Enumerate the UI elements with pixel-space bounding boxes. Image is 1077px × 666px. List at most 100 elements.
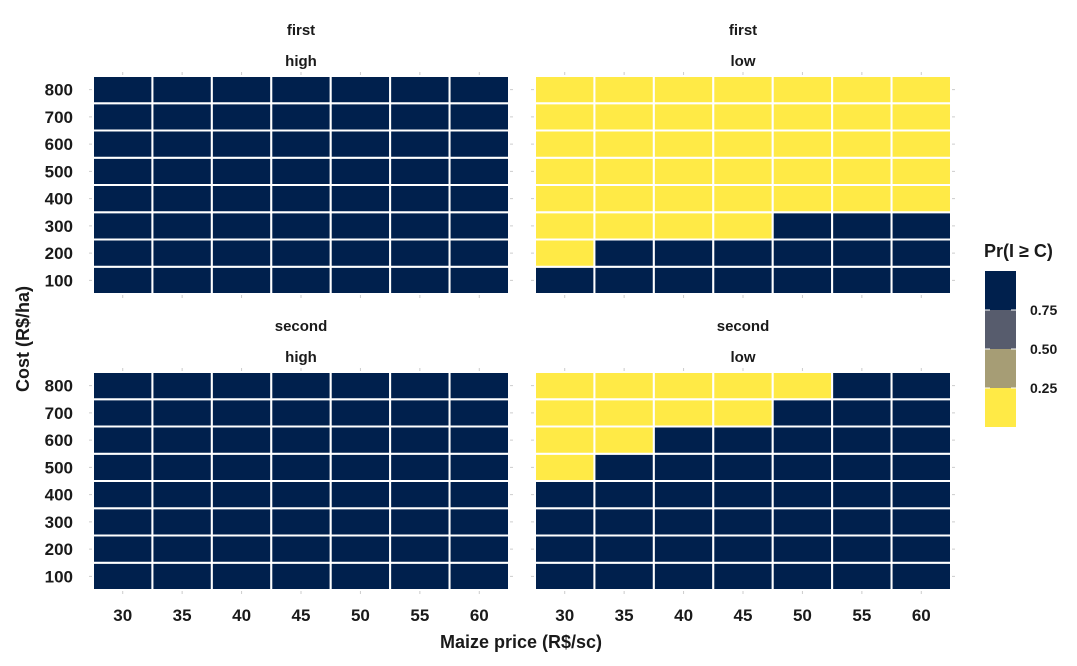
heatmap-cell xyxy=(389,238,451,268)
heatmap-cell xyxy=(593,156,655,186)
heatmap-cell xyxy=(92,561,154,591)
y-tick-label: 200 xyxy=(45,244,73,263)
y-tick-label: 200 xyxy=(45,540,73,559)
heatmap-cell xyxy=(712,129,774,159)
x-tick-labels: 30 35 40 45 50 55 60 30 35 40 45 50 55 60 xyxy=(113,606,930,625)
legend-swatch xyxy=(985,388,1016,427)
heatmap-cell xyxy=(92,480,154,510)
heatmap-cell xyxy=(270,211,332,241)
heatmap-cell xyxy=(771,371,834,401)
heatmap-cell xyxy=(593,371,655,401)
heatmap-cell xyxy=(329,452,392,482)
legend-swatch xyxy=(985,271,1016,310)
x-tick-label: 50 xyxy=(793,606,812,625)
facet-strip-top: first xyxy=(287,22,315,39)
heatmap-cell xyxy=(831,238,893,268)
heatmap-cell xyxy=(92,265,154,295)
heatmap-cell xyxy=(771,398,834,428)
x-tick-label: 60 xyxy=(912,606,931,625)
y-tick-label: 300 xyxy=(45,217,73,236)
heatmap-cell xyxy=(210,238,273,268)
x-tick-label: 50 xyxy=(351,606,370,625)
heatmap-cell xyxy=(890,265,952,295)
heatmap-cell xyxy=(151,156,213,186)
heatmap-cell xyxy=(712,507,774,537)
heatmap-cell xyxy=(270,480,332,510)
facet-strip-bottom: low xyxy=(731,53,756,70)
heatmap-cell xyxy=(712,480,774,510)
heatmap-cell xyxy=(270,184,332,214)
heatmap-cell xyxy=(92,129,154,159)
heatmap-cell xyxy=(712,102,774,132)
heatmap-cell xyxy=(831,184,893,214)
heatmap-cell xyxy=(593,129,655,159)
heatmap-cell xyxy=(593,184,655,214)
heatmap-cell xyxy=(389,75,451,105)
heatmap-cell xyxy=(652,371,715,401)
x-tick-label: 45 xyxy=(734,606,753,625)
heatmap-cell xyxy=(151,102,213,132)
heatmap-cell xyxy=(534,398,596,428)
heatmap-cell xyxy=(771,480,834,510)
heatmap-cell xyxy=(652,211,715,241)
heatmap-cell xyxy=(448,75,511,105)
x-tick-label: 45 xyxy=(292,606,311,625)
heatmap-cell xyxy=(151,561,213,591)
heatmap-cell xyxy=(831,129,893,159)
x-tick-label: 60 xyxy=(470,606,489,625)
heatmap-cell xyxy=(92,238,154,268)
heatmap-cell xyxy=(270,507,332,537)
heatmap-cell xyxy=(210,371,273,401)
heatmap-cell xyxy=(831,371,893,401)
heatmap-cell xyxy=(210,534,273,564)
heatmap-cell xyxy=(448,452,511,482)
heatmap-cell xyxy=(652,507,715,537)
heatmap-cell xyxy=(329,534,392,564)
x-tick-label: 40 xyxy=(232,606,251,625)
y-tick-label: 600 xyxy=(45,135,73,154)
heatmap-cell xyxy=(534,75,596,105)
heatmap-cell xyxy=(448,480,511,510)
heatmap-cell xyxy=(890,156,952,186)
heatmap-cell xyxy=(890,211,952,241)
heatmap-cell xyxy=(890,425,952,455)
heatmap-cell xyxy=(270,398,332,428)
heatmap-cell xyxy=(329,211,392,241)
heatmap-cell xyxy=(890,398,952,428)
heatmap-cell xyxy=(712,371,774,401)
heatmap-cell xyxy=(831,452,893,482)
heatmap-cell xyxy=(890,561,952,591)
heatmap-cell xyxy=(771,425,834,455)
heatmap-cell xyxy=(151,265,213,295)
heatmap-cell xyxy=(92,507,154,537)
heatmap-cell xyxy=(92,398,154,428)
y-tick-label: 800 xyxy=(45,81,73,100)
facet-panel: first high xyxy=(89,22,513,298)
heatmap-cell xyxy=(448,156,511,186)
heatmap-cell xyxy=(329,507,392,537)
y-tick-label: 700 xyxy=(45,404,73,423)
heatmap-cell xyxy=(593,534,655,564)
heatmap-cell xyxy=(890,507,952,537)
heatmap-cell xyxy=(389,452,451,482)
heatmap-cell xyxy=(151,371,213,401)
heatmap-cell xyxy=(890,452,952,482)
heatmap-cell xyxy=(831,211,893,241)
heatmap-cell xyxy=(771,156,834,186)
heatmap-cell xyxy=(329,265,392,295)
heatmap-cell xyxy=(210,480,273,510)
heatmap-cell xyxy=(389,534,451,564)
heatmap-cell xyxy=(831,156,893,186)
heatmap-cell xyxy=(534,184,596,214)
heatmap-cell xyxy=(151,507,213,537)
heatmap-cell xyxy=(712,265,774,295)
heatmap-cell xyxy=(389,129,451,159)
heatmap-cell xyxy=(712,75,774,105)
y-tick-label: 600 xyxy=(45,431,73,450)
heatmap-cell xyxy=(652,129,715,159)
heatmap-cell xyxy=(151,452,213,482)
heatmap-cell xyxy=(593,507,655,537)
heatmap-cell xyxy=(534,371,596,401)
heatmap-cell xyxy=(389,480,451,510)
facet-panel: first low xyxy=(531,22,955,298)
